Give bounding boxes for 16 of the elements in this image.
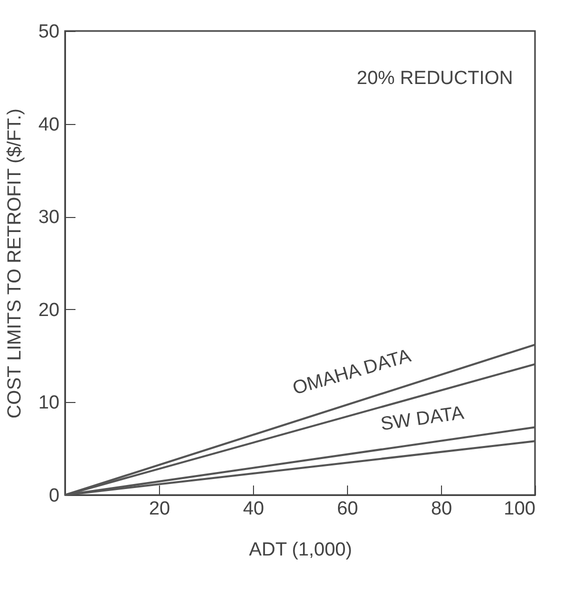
x-tick-label: 60 [336, 498, 358, 520]
y-tick-label: 30 [38, 207, 60, 228]
annotation: 20% REDUCTION [356, 68, 513, 89]
y-tick-label: 20 [38, 300, 60, 321]
x-tick-label: 100 [504, 498, 536, 520]
y-tick-label: 10 [38, 392, 60, 414]
annotation: OMAHA DATA [290, 346, 414, 400]
x-tick-label: 80 [430, 498, 452, 520]
x-tick-label: 40 [242, 498, 264, 520]
x-tick-label: 20 [148, 498, 170, 520]
y-tick-label: 50 [38, 22, 60, 42]
y-tick-label: 0 [48, 486, 60, 506]
y-axis-title: COST LIMITS TO RETROFIT ($/FT.) [4, 108, 26, 419]
annotation: SW DATA [379, 402, 466, 436]
y-tick-label: 40 [38, 114, 60, 136]
x-axis-title: ADT (1,000) [248, 540, 352, 560]
